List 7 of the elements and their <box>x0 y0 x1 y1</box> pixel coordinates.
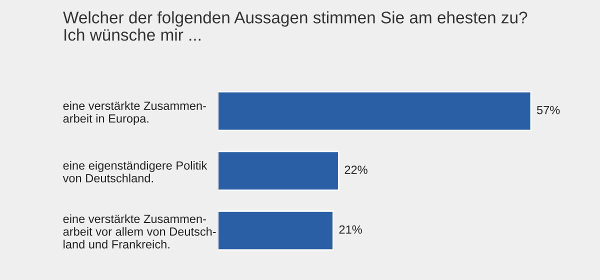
chart-title: Welcher der folgenden Aussagen stimmen Sie am ehesten zu? Ich wünsche mir ... <box>63 11 528 41</box>
data-label: 22% <box>344 166 368 174</box>
data-label: 57% <box>536 106 560 114</box>
y-tick-label: eine eigenständigere Politik von Deutschland. <box>62 161 208 182</box>
y-tick-label: eine verstärkte Zusammen- arbeit vor allem von Deutsch- land und Frankreich. <box>63 214 216 248</box>
data-label: 21% <box>339 225 362 234</box>
y-tick-label: eine verstärkte Zusammen- arbeit in Europa. <box>63 101 206 126</box>
